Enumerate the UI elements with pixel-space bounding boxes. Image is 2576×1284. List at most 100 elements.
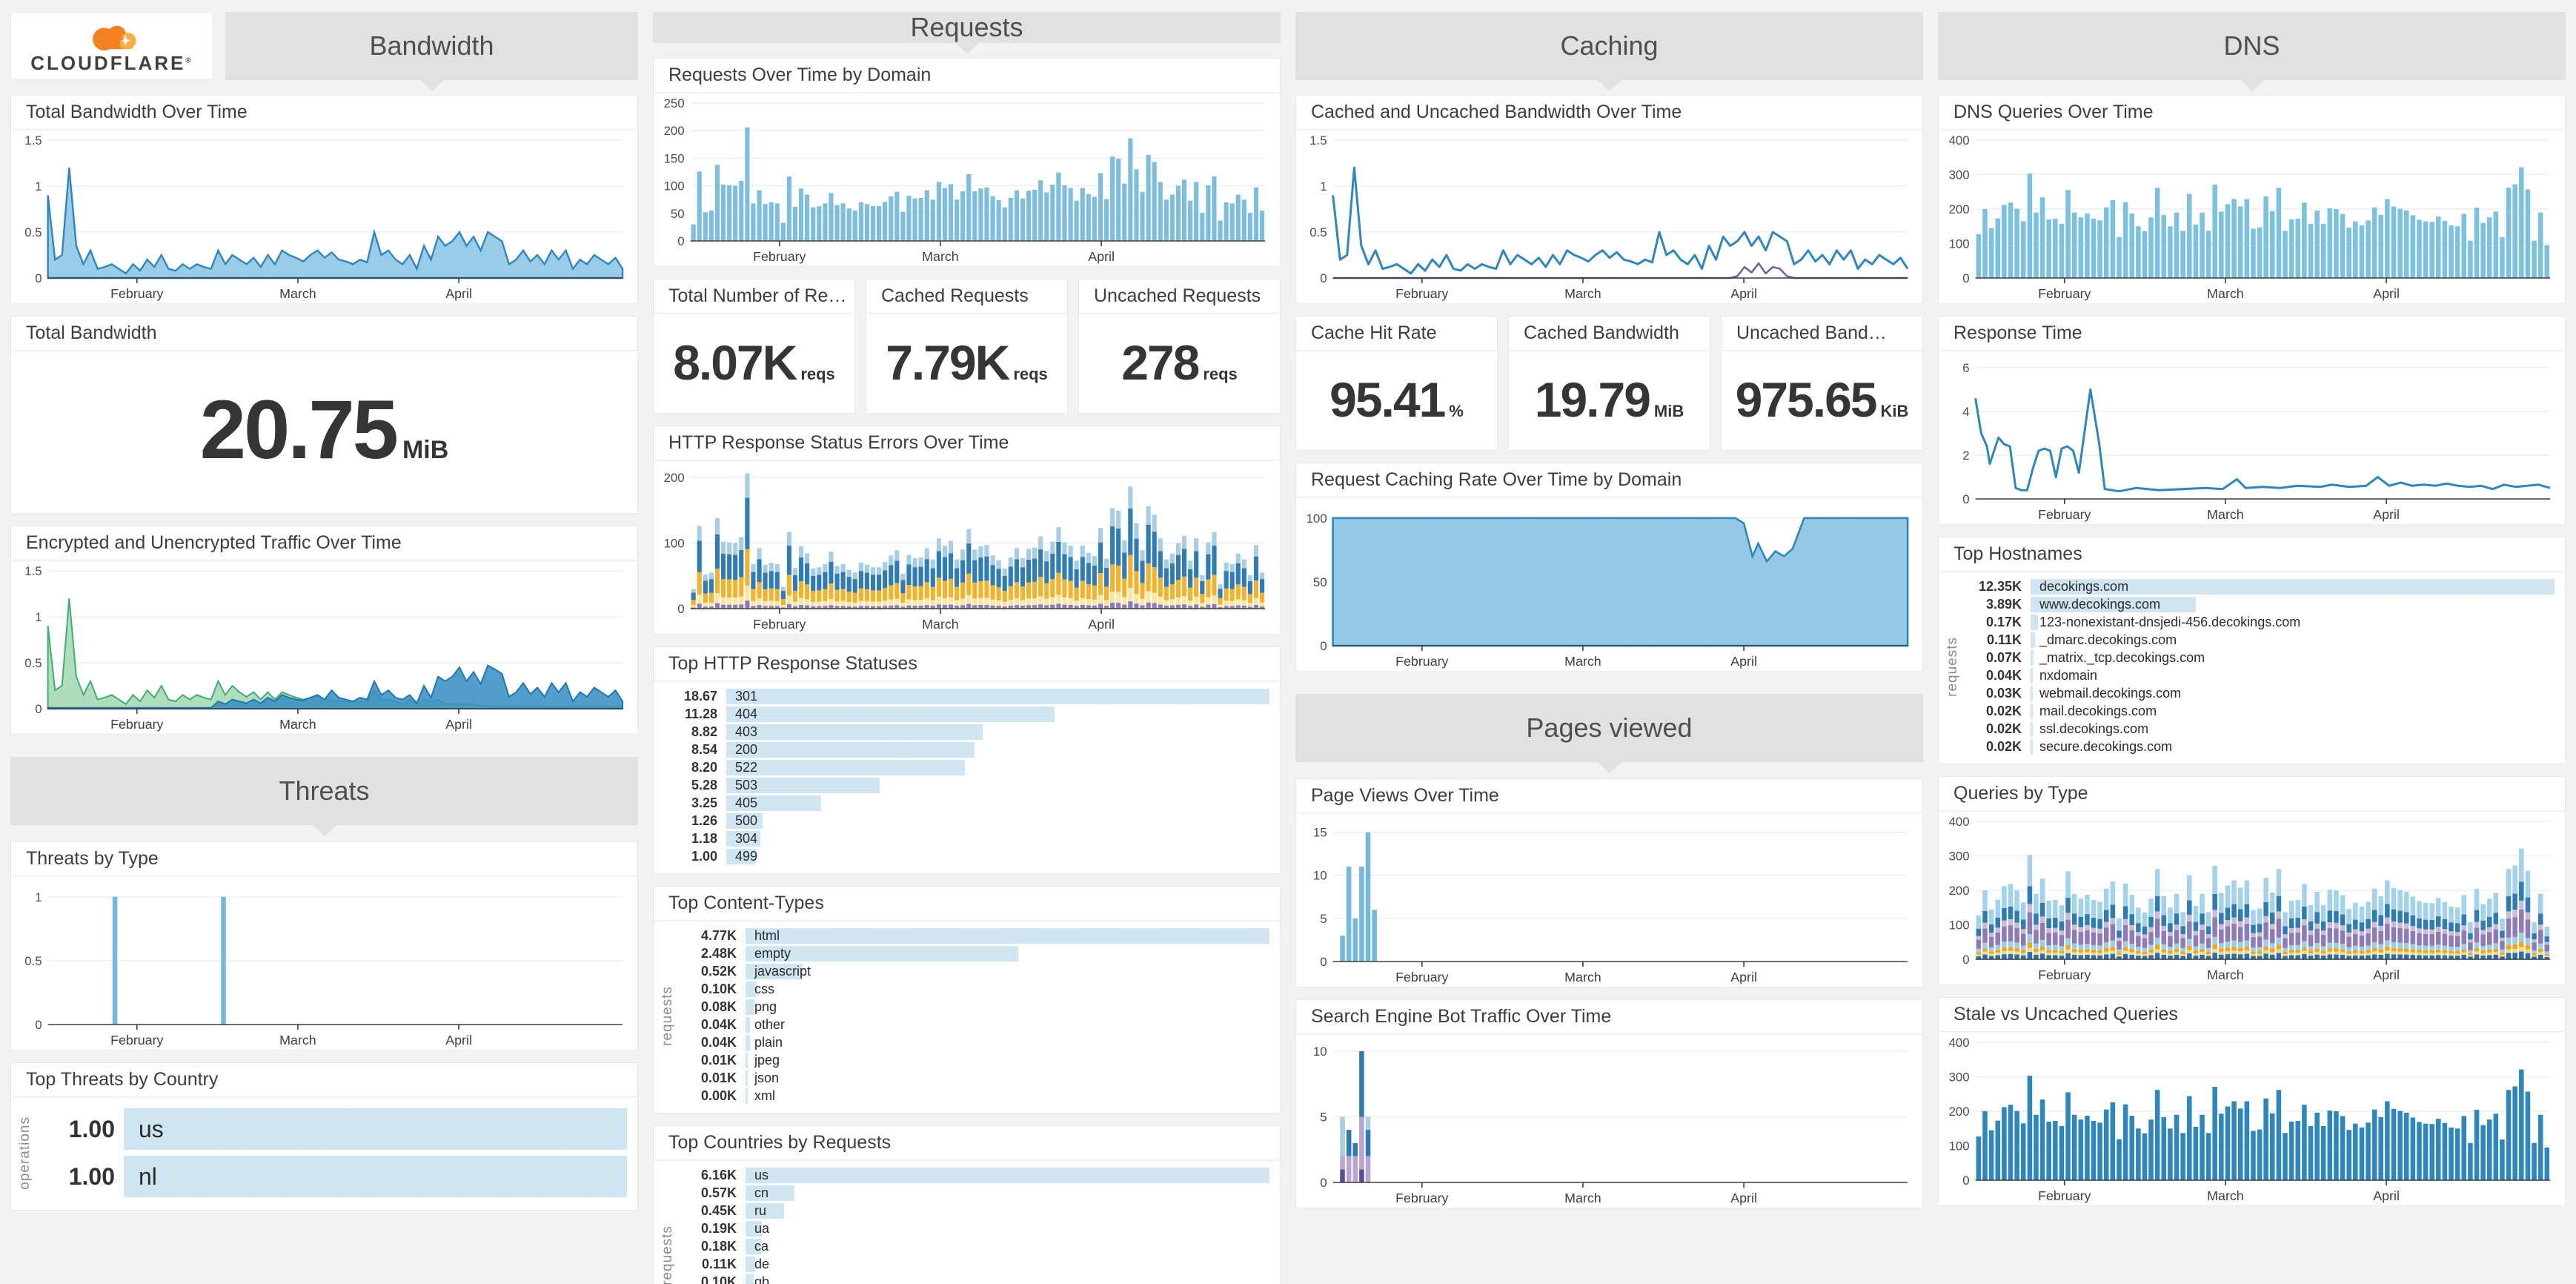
panel-title: Top HTTP Response Statuses bbox=[654, 647, 1280, 681]
svg-text:200: 200 bbox=[1949, 202, 1970, 216]
svg-text:1: 1 bbox=[35, 610, 42, 624]
hbar-value: 1.26 bbox=[691, 813, 717, 828]
hbar-row[interactable]: 0.08K png bbox=[677, 999, 1269, 1016]
response-time-line-chart[interactable]: 0 2 4 6 February March April bbox=[1939, 351, 2565, 524]
hbar-row[interactable]: 3.89K www.decokings.com bbox=[1962, 596, 2555, 613]
top-hostnames-list: requests 12.35K decokings.com 3.89K www.deco… bbox=[1939, 572, 2565, 764]
hbar-row[interactable]: 4.77K html bbox=[677, 927, 1269, 944]
hbar-value: 11.28 bbox=[684, 706, 717, 721]
hbar-row[interactable]: 0.02K ssl.decokings.com bbox=[1962, 721, 2555, 738]
hbar-row[interactable]: 0.03K webmail.decokings.com bbox=[1962, 685, 2555, 702]
panel-cache-hit-rate: Cache Hit Rate 95.41% bbox=[1295, 316, 1498, 451]
hbar-row[interactable]: 0.01K json bbox=[677, 1070, 1269, 1087]
hbar-row[interactable]: 1.00 us bbox=[35, 1108, 627, 1151]
hbar-row[interactable]: 0.11K _dmarc.decokings.com bbox=[1962, 632, 2555, 649]
hbar-row[interactable]: 1.26 500 bbox=[658, 813, 1269, 830]
hbar-value: 5.28 bbox=[691, 778, 717, 792]
hbar-row[interactable]: 8.54 200 bbox=[658, 741, 1269, 758]
hbar-row[interactable]: 0.01K jpeg bbox=[677, 1052, 1269, 1069]
hbar-label: decokings.com bbox=[2039, 579, 2129, 594]
http-errors-stacked-chart[interactable]: 0 100 200 February March April bbox=[654, 460, 1280, 634]
hbar-row[interactable]: 0.10K css bbox=[677, 981, 1269, 998]
hbar-row[interactable]: 3.25 405 bbox=[658, 795, 1269, 812]
hbar-row[interactable]: 6.16K us bbox=[677, 1167, 1269, 1184]
page-views-bar-chart[interactable]: 0 5 10 15 February March April bbox=[1296, 813, 1922, 987]
column-requests: Requests Requests Over Time by Domain 0 5… bbox=[653, 12, 1281, 1284]
hbar-row[interactable]: 0.57K cn bbox=[677, 1185, 1269, 1202]
hbar-row[interactable]: 0.02K secure.decokings.com bbox=[1962, 738, 2555, 755]
svg-text:1: 1 bbox=[35, 890, 42, 904]
hbar-row[interactable]: 8.82 403 bbox=[658, 724, 1269, 741]
hbar-row[interactable]: 8.20 522 bbox=[658, 759, 1269, 776]
encrypted-traffic-area-chart[interactable]: 0 0.5 1 1.5 February March April bbox=[11, 560, 637, 734]
hbar-row[interactable]: 0.45K ru bbox=[677, 1202, 1269, 1220]
hbar-row[interactable]: 0.18K ca bbox=[677, 1238, 1269, 1255]
hbar-label: javascript bbox=[754, 964, 811, 979]
dns-queries-bar-chart[interactable]: 0 100 200 300 400 February March April bbox=[1939, 130, 2565, 303]
stat-number: 20.75 bbox=[199, 383, 399, 476]
stat-number: 8.07K bbox=[673, 335, 797, 390]
svg-text:5: 5 bbox=[1320, 912, 1327, 926]
hbar-row[interactable]: 0.10K gb bbox=[677, 1274, 1269, 1284]
hbar-bar bbox=[2031, 615, 2038, 630]
panel-title: Cached Requests bbox=[866, 279, 1067, 314]
stat-number: 7.79K bbox=[886, 335, 1010, 390]
hbar-value: 0.04K bbox=[1985, 668, 2022, 683]
svg-text:0: 0 bbox=[1962, 953, 1969, 967]
stat-number: 278 bbox=[1121, 335, 1200, 390]
hbar-row[interactable]: 11.28 404 bbox=[658, 706, 1269, 723]
svg-text:300: 300 bbox=[1949, 168, 1970, 182]
stale-uncached-bar-chart[interactable]: 0 100 200 300 400 February March April bbox=[1939, 1032, 2565, 1205]
hbar-bar bbox=[746, 1088, 748, 1104]
hbar-bar bbox=[2031, 579, 2555, 595]
svg-text:100: 100 bbox=[1949, 236, 1970, 251]
search-bot-stacked-chart[interactable]: 0 5 10 February March April bbox=[1296, 1034, 1922, 1208]
column-dns: DNS DNS Queries Over Time 0 100 200 300 400 F… bbox=[1938, 12, 2566, 1272]
hbar-row[interactable]: 1.00 499 bbox=[658, 848, 1269, 865]
hbar-row[interactable]: 0.04K other bbox=[677, 1016, 1269, 1033]
hbar-row[interactable]: 0.17K 123-nonexistant-dnsjedi-456.decokin… bbox=[1962, 614, 2555, 631]
hbar-value: 0.45K bbox=[700, 1203, 737, 1218]
svg-text:5: 5 bbox=[1320, 1110, 1327, 1124]
queries-by-type-stacked-chart[interactable]: 0 100 200 300 400 February March April bbox=[1939, 811, 2565, 984]
top-countries-list: requests 6.16K us 0.57K cn 0.45K ru 0.19K ua 0.18… bbox=[654, 1160, 1280, 1284]
hbar-row[interactable]: 2.48K empty bbox=[677, 945, 1269, 962]
hbar-value: 1.00 bbox=[691, 849, 717, 864]
hbar-row[interactable]: 5.28 503 bbox=[658, 777, 1269, 794]
hbar-label: 403 bbox=[735, 724, 758, 739]
hbar-row[interactable]: 0.04K plain bbox=[677, 1034, 1269, 1051]
hbar-row[interactable]: 0.04K nxdomain bbox=[1962, 667, 2555, 684]
panel-total-bandwidth-over-time: Total Bandwidth Over Time 0 0.5 1 1.5 Februa… bbox=[10, 95, 638, 304]
hbar-label: webmail.decokings.com bbox=[2039, 686, 2182, 701]
hbar-value: 18.67 bbox=[683, 689, 717, 704]
hbar-row[interactable]: 0.52K javascript bbox=[677, 963, 1269, 980]
hbar-row[interactable]: 0.02K mail.decokings.com bbox=[1962, 703, 2555, 720]
hbar-row[interactable]: 0.19K ua bbox=[677, 1220, 1269, 1237]
cloudflare-wordmark: CLOUDFLARE® bbox=[30, 52, 193, 74]
hbar-row[interactable]: 1.18 304 bbox=[658, 830, 1269, 847]
request-caching-rate-area-chart[interactable]: 0 50 100 February March April bbox=[1296, 497, 1922, 671]
panel-title: Cached and Uncached Bandwidth Over Time bbox=[1296, 96, 1922, 130]
hbar-bar bbox=[726, 831, 761, 847]
hbar-row[interactable]: 18.67 301 bbox=[658, 688, 1269, 705]
svg-text:0: 0 bbox=[677, 602, 684, 616]
hbar-row[interactable]: 0.00K xml bbox=[677, 1088, 1269, 1105]
hbar-label: empty bbox=[754, 946, 791, 961]
top-threats-country-list: operations 1.00 us 1.00 nl bbox=[11, 1097, 637, 1210]
hbar-label: ua bbox=[754, 1221, 770, 1236]
cached-uncached-line-chart[interactable]: 0 0.5 1 1.5 February March April bbox=[1296, 130, 1922, 303]
hbar-row[interactable]: 0.11K de bbox=[677, 1256, 1269, 1273]
svg-text:1: 1 bbox=[1320, 179, 1327, 193]
svg-text:February: February bbox=[110, 1033, 163, 1048]
hbar-row[interactable]: 0.07K _matrix._tcp.decokings.com bbox=[1962, 649, 2555, 666]
hbar-row[interactable]: 12.35K decokings.com bbox=[1962, 578, 2555, 595]
svg-text:March: March bbox=[922, 617, 959, 632]
hbar-row[interactable]: 1.00 nl bbox=[35, 1155, 627, 1198]
hbar-bar bbox=[726, 689, 1269, 704]
svg-text:February: February bbox=[1395, 970, 1448, 984]
hbar-value: 0.01K bbox=[700, 1070, 737, 1085]
total-bandwidth-area-chart[interactable]: 0 0.5 1 1.5 February March April bbox=[11, 130, 637, 303]
requests-over-time-bar-chart[interactable]: 0 50 100 150 200 250 February March April bbox=[654, 93, 1280, 266]
threats-by-type-bar-chart[interactable]: 0 0.5 1 February March April bbox=[11, 876, 637, 1050]
hbar-value: 6.16K bbox=[700, 1168, 737, 1182]
